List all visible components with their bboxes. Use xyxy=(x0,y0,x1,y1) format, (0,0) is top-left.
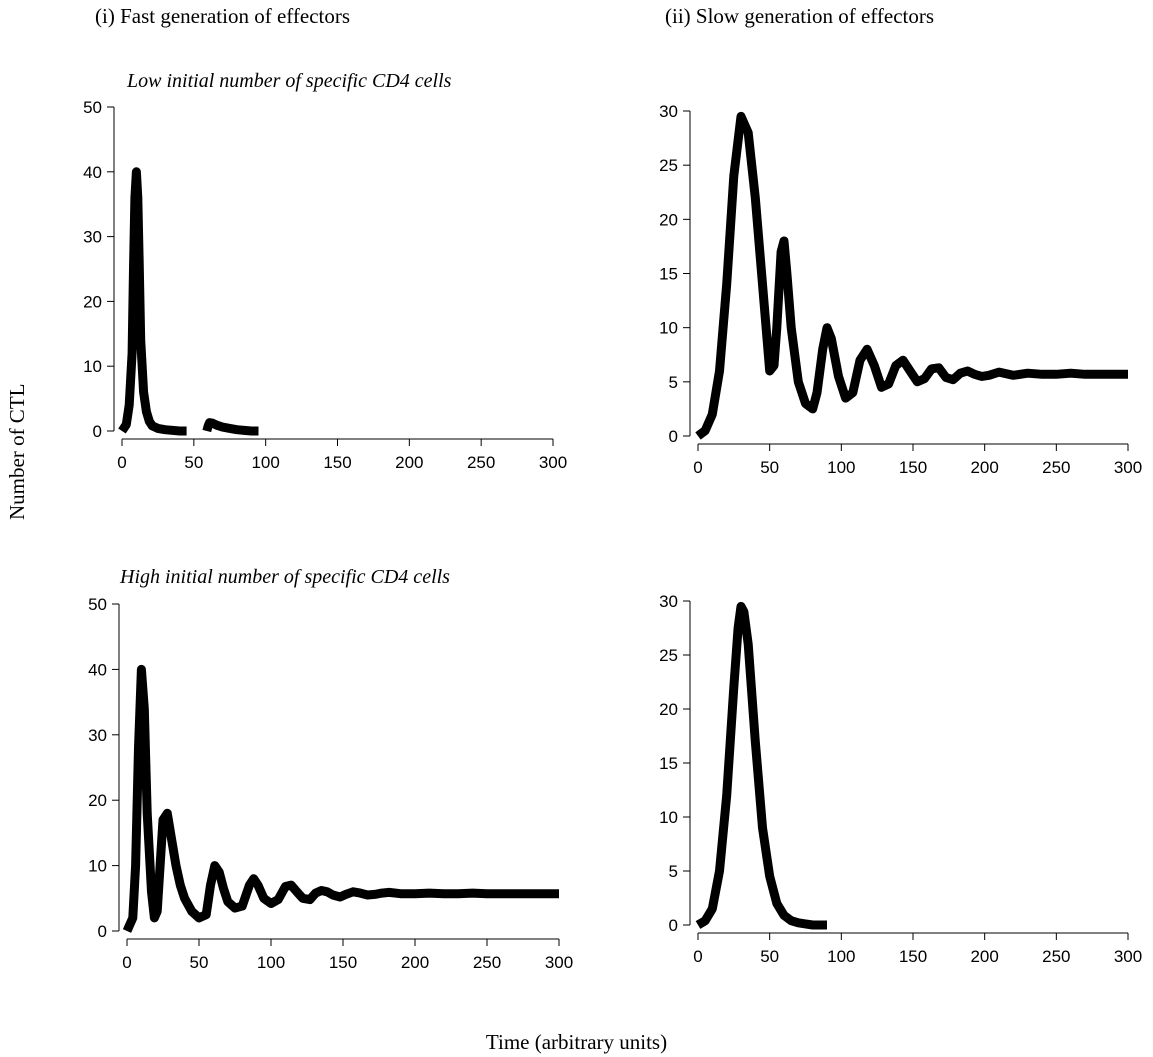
x-tick-label: 50 xyxy=(184,453,203,472)
x-tick-label: 50 xyxy=(760,458,779,477)
y-tick-label: 10 xyxy=(83,357,102,376)
y-tick-label: 30 xyxy=(659,102,678,121)
x-axis-label: Time (arbitrary units) xyxy=(485,1030,668,1054)
row-title-high-cd4: High initial number of specific CD4 cell… xyxy=(120,566,450,588)
y-tick-label: 10 xyxy=(88,857,107,876)
ctl-series-line xyxy=(695,601,827,930)
y-tick-label: 0 xyxy=(98,922,107,941)
x-tick-label: 300 xyxy=(1114,947,1142,966)
x-tick-label: 250 xyxy=(1042,458,1070,477)
y-tick-label: 30 xyxy=(83,228,102,247)
y-tick-label: 30 xyxy=(659,592,678,611)
x-tick-label: 300 xyxy=(545,953,573,972)
x-tick-label: 200 xyxy=(970,947,998,966)
y-tick-label: 0 xyxy=(669,916,678,935)
ctl-series-line xyxy=(118,167,187,436)
x-tick-label: 100 xyxy=(251,453,279,472)
ctl-series-line xyxy=(695,111,1128,440)
ctl-series-line xyxy=(122,664,559,933)
x-tick-label: 250 xyxy=(1042,947,1070,966)
x-tick-label: 0 xyxy=(122,953,131,972)
y-tick-label: 0 xyxy=(93,422,102,441)
column-title-slow: (ii) Slow generation of effectors xyxy=(665,4,935,28)
x-tick-label: 250 xyxy=(473,953,501,972)
y-tick-label: 15 xyxy=(659,754,678,773)
row-title-low-cd4: Low initial number of specific CD4 cells xyxy=(127,70,452,92)
ctl-series-line xyxy=(202,418,259,436)
y-tick-label: 20 xyxy=(83,292,102,311)
x-tick-label: 300 xyxy=(539,453,567,472)
x-tick-label: 300 xyxy=(1114,458,1142,477)
y-tick-label: 15 xyxy=(659,265,678,284)
x-tick-label: 200 xyxy=(970,458,998,477)
x-tick-label: 150 xyxy=(899,947,927,966)
y-tick-label: 30 xyxy=(88,726,107,745)
x-tick-label: 150 xyxy=(323,453,351,472)
x-tick-label: 200 xyxy=(395,453,423,472)
y-tick-label: 5 xyxy=(669,373,678,392)
y-tick-label: 20 xyxy=(659,700,678,719)
y-tick-label: 25 xyxy=(659,156,678,175)
y-tick-label: 10 xyxy=(659,808,678,827)
y-tick-label: 50 xyxy=(83,98,102,117)
y-tick-label: 40 xyxy=(83,163,102,182)
x-tick-label: 100 xyxy=(827,458,855,477)
x-tick-label: 0 xyxy=(117,453,126,472)
x-tick-label: 50 xyxy=(190,953,209,972)
y-tick-label: 20 xyxy=(88,791,107,810)
x-tick-label: 150 xyxy=(329,953,357,972)
column-title-fast: (i) Fast generation of effectors xyxy=(95,4,351,28)
y-tick-label: 5 xyxy=(669,862,678,881)
x-tick-label: 250 xyxy=(467,453,495,472)
y-tick-label: 20 xyxy=(659,210,678,229)
x-tick-label: 50 xyxy=(760,947,779,966)
x-tick-label: 100 xyxy=(827,947,855,966)
y-tick-label: 40 xyxy=(88,660,107,679)
x-tick-label: 0 xyxy=(693,458,702,477)
y-tick-label: 50 xyxy=(88,595,107,614)
y-tick-label: 10 xyxy=(659,319,678,338)
x-tick-label: 150 xyxy=(899,458,927,477)
x-tick-label: 200 xyxy=(401,953,429,972)
y-tick-label: 25 xyxy=(659,646,678,665)
y-tick-label: 0 xyxy=(669,427,678,446)
x-tick-label: 0 xyxy=(693,947,702,966)
x-tick-label: 100 xyxy=(257,953,285,972)
